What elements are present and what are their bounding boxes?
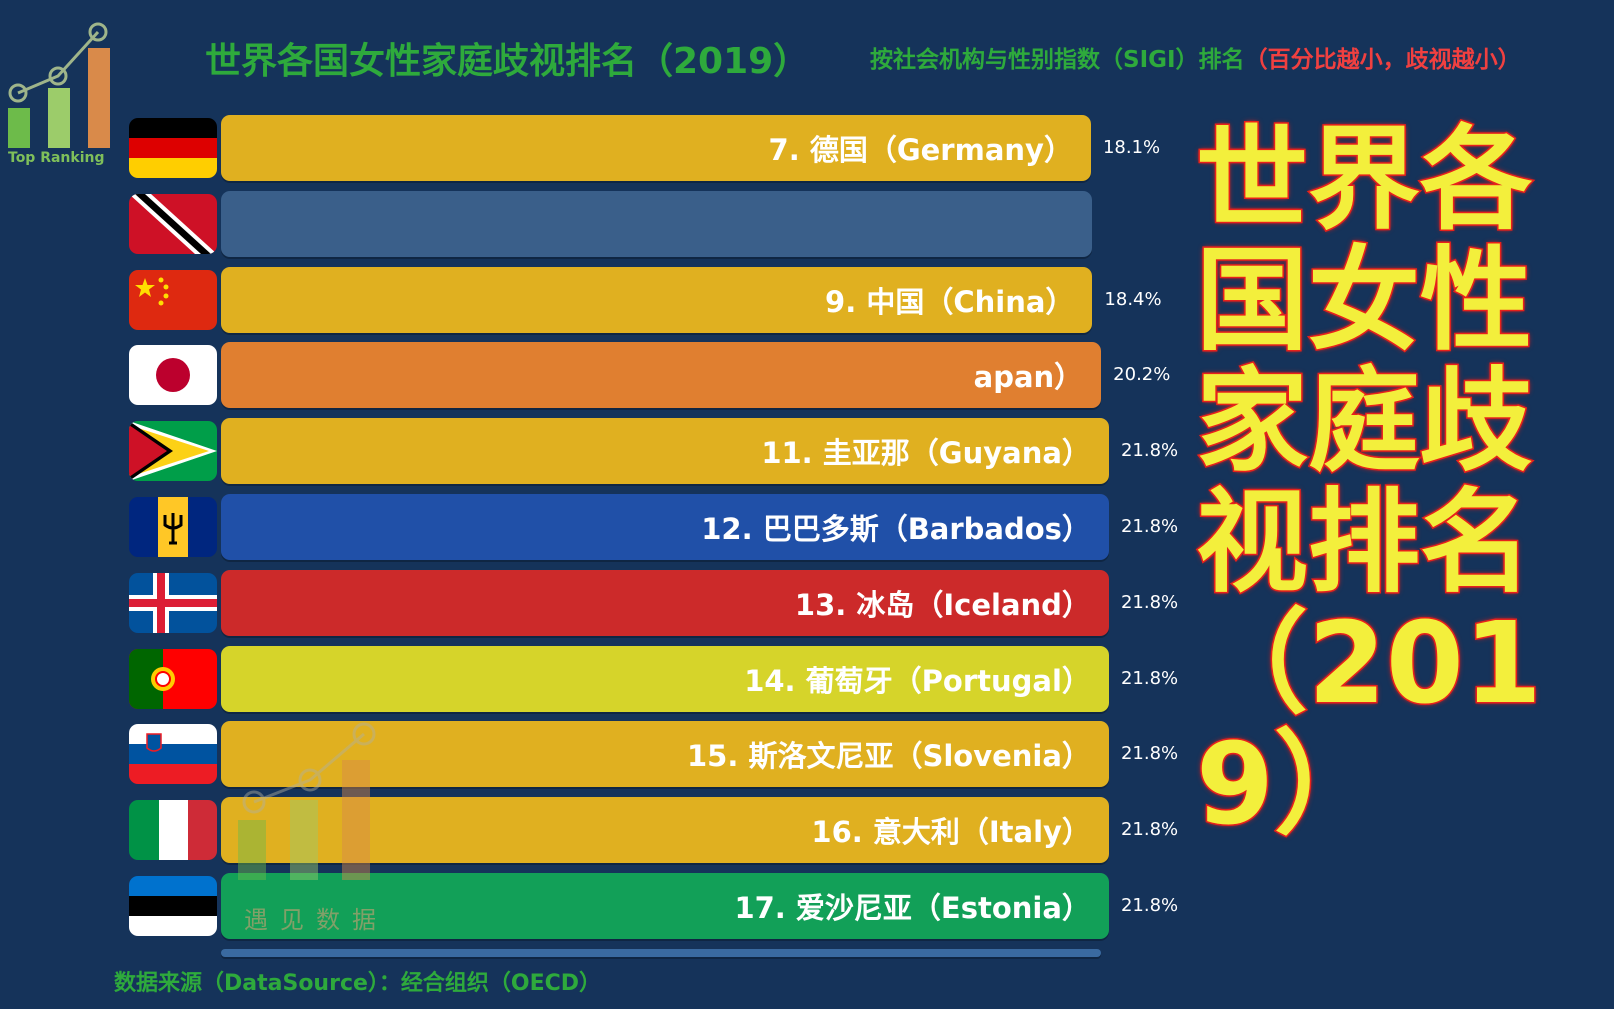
bar-trinidad-and-tobago xyxy=(221,190,1092,257)
flag-germany-icon xyxy=(129,118,217,178)
overlay-title: 世界各国女性家庭歧视排名 （2019） xyxy=(1195,115,1610,850)
value-label: 21.8% xyxy=(1120,667,1179,689)
flag-guyana-icon xyxy=(129,421,217,482)
chart-title: 世界各国女性家庭歧视排名（2019） xyxy=(205,41,810,82)
subtitle-note: （百分比越小，歧视越小） xyxy=(1244,47,1521,73)
bar-label: 7. 德国（Germany） xyxy=(768,133,1073,167)
logo-text: Top Ranking xyxy=(8,150,105,166)
value-label: 18.1% xyxy=(1102,137,1161,158)
flag-iceland-icon xyxy=(129,572,217,633)
subtitle-main: 按社会机构与性别指数（SIGI）排名 xyxy=(870,47,1245,73)
top-ranking-logo xyxy=(8,22,110,148)
bar-label: 16. 意大利（Italy） xyxy=(811,815,1091,850)
flag-japan-icon xyxy=(129,345,217,406)
flag-estonia-icon xyxy=(129,876,217,936)
bar-portugal: 14. 葡萄牙（Portugal） xyxy=(221,645,1109,712)
bar-label: 17. 爱沙尼亚（Estonia） xyxy=(734,891,1091,925)
watermark-text: 遇见数据 xyxy=(244,906,388,934)
bar-label: 13. 冰岛（Iceland） xyxy=(794,587,1091,622)
bar-italy: 16. 意大利（Italy） xyxy=(221,797,1109,864)
flag-barbados-icon xyxy=(129,497,217,557)
bar-label: apan） xyxy=(973,360,1084,395)
bar-label: 15. 斯洛文尼亚（Slovenia） xyxy=(686,739,1091,774)
bar-label: 14. 葡萄牙（Portugal） xyxy=(744,663,1091,698)
flag-china-icon xyxy=(129,269,217,330)
data-source: 数据来源（DataSource）：经合组织（OECD） xyxy=(114,971,602,996)
bar-slovenia: 15. 斯洛文尼亚（Slovenia） xyxy=(221,721,1109,788)
flag-slovenia-icon xyxy=(129,724,217,785)
value-label: 21.8% xyxy=(1120,440,1179,462)
chart-subtitle: 按社会机构与性别指数（SIGI）排名（百分比越小，歧视越小） xyxy=(870,40,1521,74)
overlay-title-line2: （2019） xyxy=(1195,598,1544,850)
flag-portugal-icon xyxy=(129,648,217,709)
value-label: 21.8% xyxy=(1120,743,1179,765)
flag-italy-icon xyxy=(129,800,217,861)
next-bar-partial xyxy=(221,948,1101,957)
bar-japan: apan） xyxy=(221,342,1102,409)
value-label: 21.8% xyxy=(1120,895,1179,916)
value-label: 21.8% xyxy=(1120,819,1179,841)
bar-label: 11. 圭亚那（Guyana） xyxy=(761,436,1091,471)
watermark-logo xyxy=(238,722,376,880)
bar-label: 12. 巴巴多斯（Barbados） xyxy=(701,512,1091,546)
bar-label: 9. 中国（China） xyxy=(825,284,1075,319)
overlay-title-line1: 世界各国女性家庭歧视排名 xyxy=(1195,115,1534,608)
bar-guyana: 11. 圭亚那（Guyana） xyxy=(221,418,1109,485)
bar-china: 9. 中国（China） xyxy=(221,266,1093,333)
bar-barbados: 12. 巴巴多斯（Barbados） xyxy=(221,494,1109,560)
value-label: 21.8% xyxy=(1120,591,1179,613)
value-label: 20.2% xyxy=(1113,364,1171,386)
value-label: 18.4% xyxy=(1104,288,1162,310)
bar-germany: 7. 德国（Germany） xyxy=(221,115,1091,181)
bar-iceland: 13. 冰岛（Iceland） xyxy=(221,569,1109,636)
flag-trinidad-and-tobago-icon xyxy=(129,193,217,254)
value-label: 21.8% xyxy=(1120,516,1179,537)
bar-estonia: 17. 爱沙尼亚（Estonia） xyxy=(221,873,1109,939)
